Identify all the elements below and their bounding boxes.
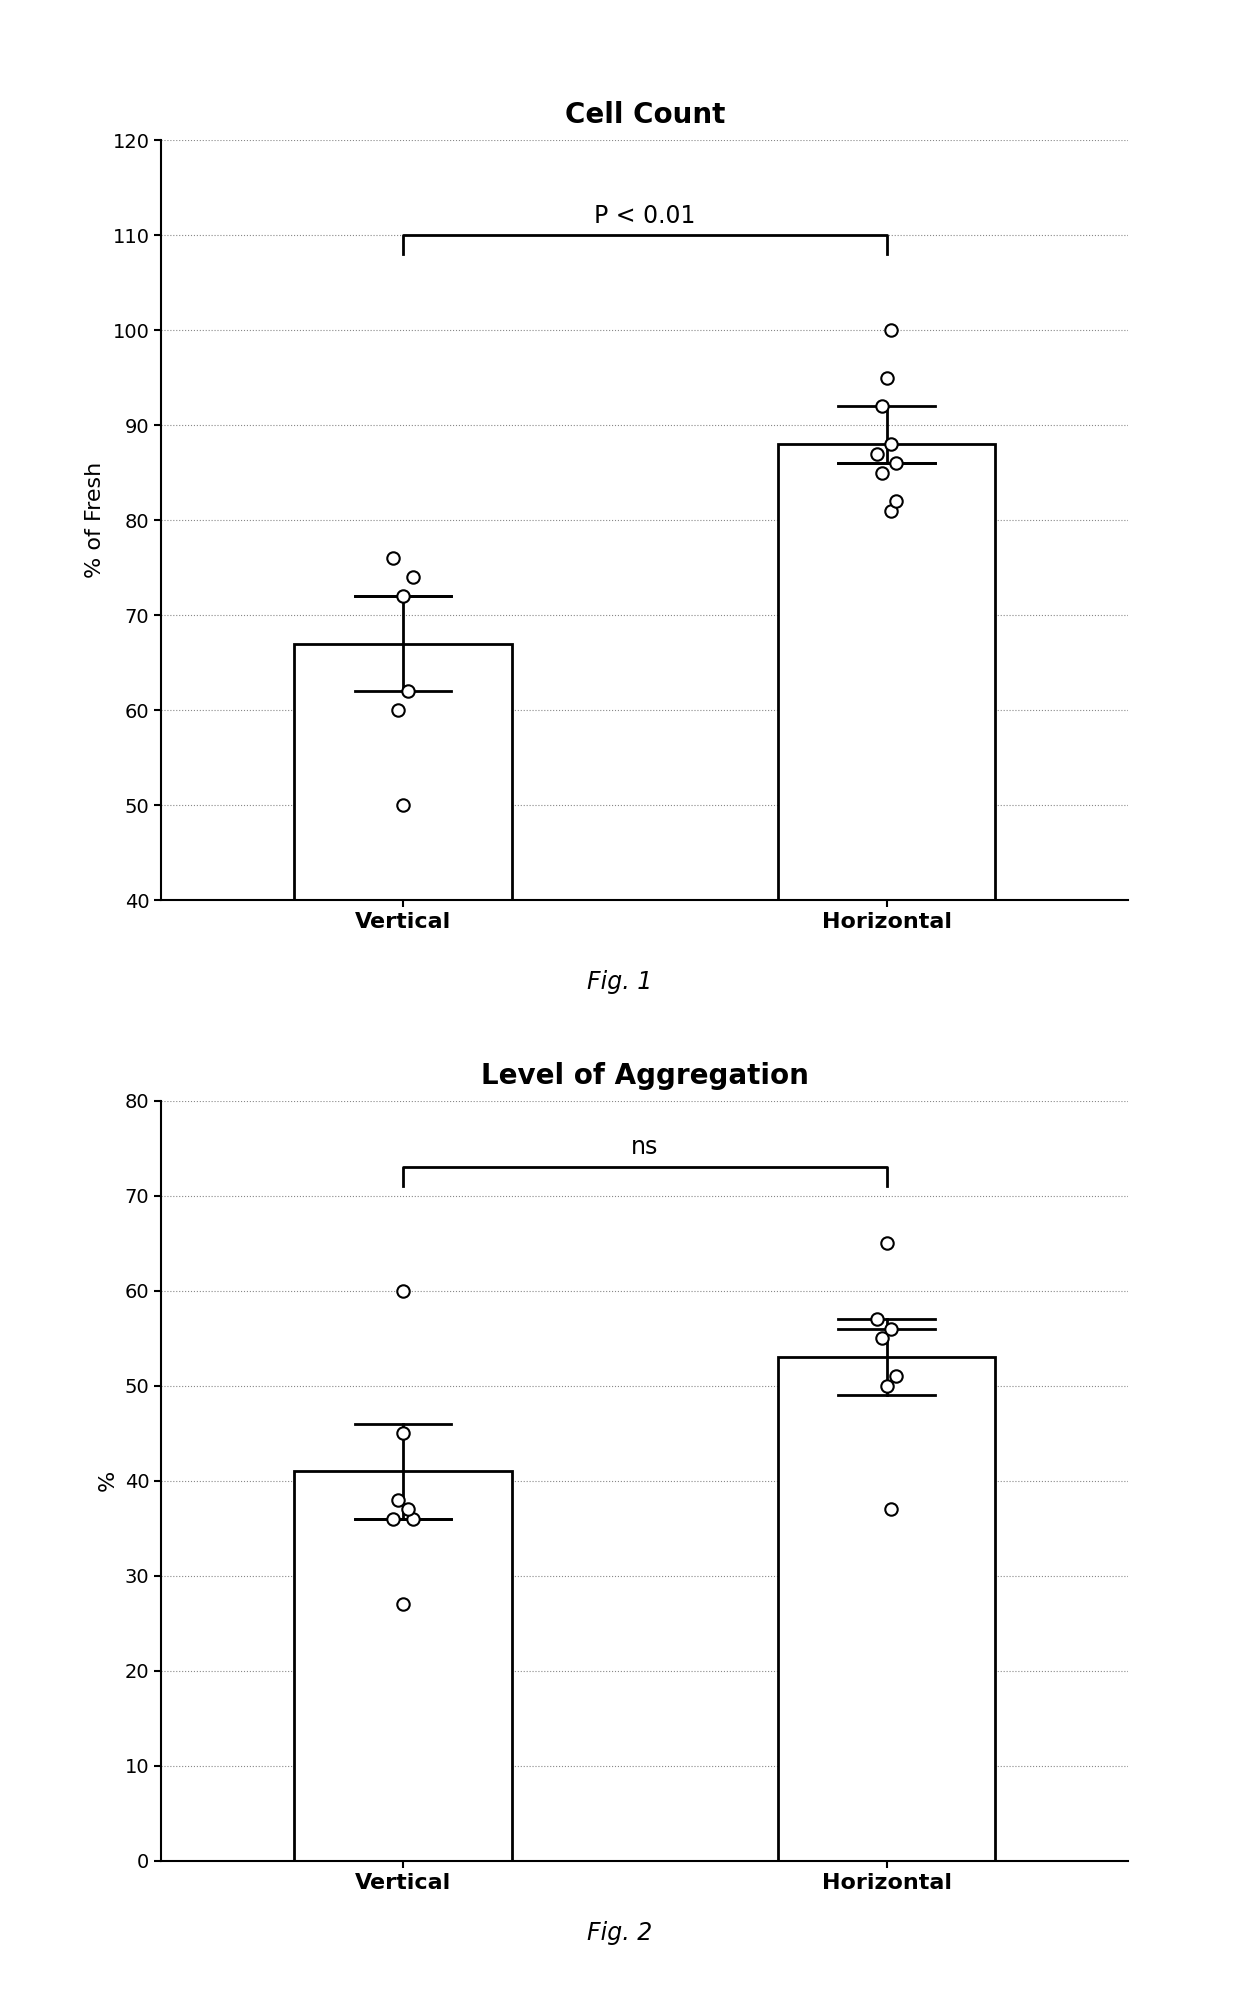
Point — [887, 484, 906, 516]
Point — [882, 428, 901, 460]
Point — [388, 1483, 408, 1517]
Point — [882, 1313, 901, 1345]
Bar — [777, 1357, 996, 1861]
Point — [393, 1417, 413, 1449]
Point — [393, 788, 413, 820]
Point — [887, 446, 906, 478]
Point — [398, 674, 418, 706]
Point — [882, 1493, 901, 1525]
Point — [877, 1369, 897, 1401]
Text: ns: ns — [631, 1135, 658, 1159]
Point — [882, 494, 901, 526]
Point — [383, 542, 403, 574]
Point — [393, 1589, 413, 1621]
Point — [867, 438, 887, 470]
Point — [867, 1303, 887, 1335]
Text: P < 0.01: P < 0.01 — [594, 204, 696, 228]
Point — [877, 1227, 897, 1259]
Point — [398, 1493, 418, 1525]
Point — [388, 694, 408, 726]
Point — [403, 1503, 423, 1535]
Title: Level of Aggregation: Level of Aggregation — [481, 1063, 808, 1091]
Y-axis label: %: % — [98, 1471, 118, 1491]
Point — [393, 1275, 413, 1307]
Point — [887, 1361, 906, 1393]
Bar — [294, 644, 512, 900]
Point — [393, 580, 413, 612]
Point — [872, 456, 892, 488]
Point — [872, 390, 892, 422]
Bar — [777, 444, 996, 900]
Point — [882, 314, 901, 346]
Title: Cell Count: Cell Count — [564, 102, 725, 130]
Text: Fig. 1: Fig. 1 — [588, 970, 652, 994]
Point — [872, 1323, 892, 1355]
Y-axis label: % of Fresh: % of Fresh — [86, 462, 105, 578]
Point — [403, 560, 423, 592]
Point — [877, 362, 897, 394]
Text: Fig. 2: Fig. 2 — [588, 1921, 652, 1945]
Point — [383, 1503, 403, 1535]
Bar — [294, 1471, 512, 1861]
